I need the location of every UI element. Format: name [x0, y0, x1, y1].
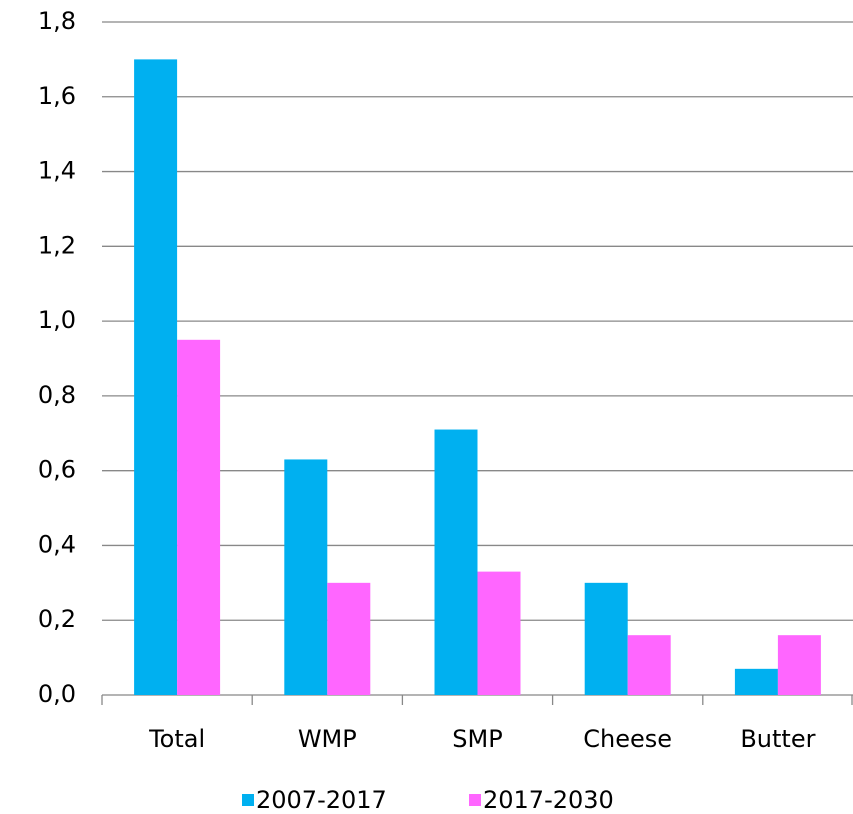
y-tick-label: 0,2: [38, 605, 76, 633]
y-tick-label: 0,4: [38, 530, 76, 558]
x-tick-label: Total: [148, 725, 205, 753]
x-tick-label: Butter: [740, 725, 815, 753]
legend-swatch: [242, 794, 254, 806]
y-tick-label: 1,8: [38, 7, 76, 35]
x-tick-label: WMP: [298, 725, 357, 753]
bar: [284, 459, 328, 695]
legend-swatch: [469, 794, 481, 806]
y-tick-label: 1,4: [38, 157, 76, 185]
legend-label: 2007-2017: [256, 786, 387, 814]
y-tick-label: 0,6: [38, 456, 76, 484]
x-tick-label: SMP: [452, 725, 502, 753]
bar: [477, 571, 521, 695]
bar: [327, 582, 371, 695]
bar: [627, 635, 671, 695]
y-tick-label: 0,8: [38, 381, 76, 409]
y-tick-label: 1,0: [38, 306, 76, 334]
y-tick-label: 0,0: [38, 680, 76, 708]
bar: [134, 59, 178, 695]
x-tick-label: Cheese: [583, 725, 672, 753]
y-tick-label: 1,6: [38, 82, 76, 110]
legend-label: 2017-2030: [483, 786, 614, 814]
bar: [177, 339, 221, 695]
y-tick-label: 1,2: [38, 231, 76, 259]
bar: [434, 429, 478, 695]
bar: [734, 668, 778, 695]
bar: [777, 635, 821, 695]
bar: [584, 582, 628, 695]
